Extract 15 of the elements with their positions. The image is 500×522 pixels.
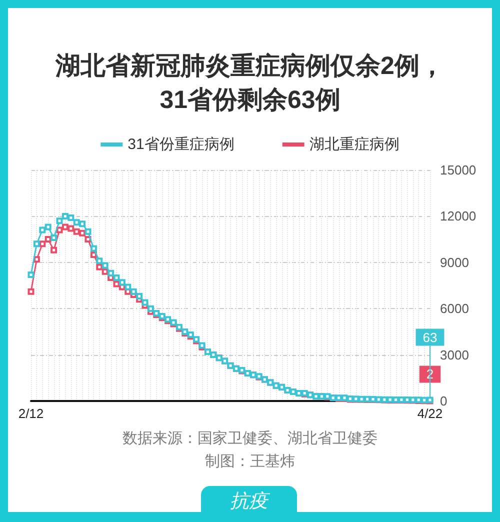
y-tick-label: 0: [440, 394, 448, 408]
legend-label: 湖北重症病例: [309, 136, 400, 153]
y-tick-label: 3000: [440, 347, 469, 362]
y-tick-label: 9000: [440, 254, 469, 270]
x-tick-label: 4/22: [417, 406, 443, 421]
text: 制图：王基炜: [204, 452, 296, 472]
y-tick-label: 12000: [440, 208, 476, 224]
x-tick-label: 2/12: [18, 406, 44, 421]
y-tick-label: 15000: [440, 162, 476, 178]
legend-label: 31省份重症病例: [128, 136, 234, 153]
source-note: 数据来源：国家卫健委、湖北省卫健委: [122, 429, 378, 449]
data-label: 63: [422, 330, 438, 345]
chart-title: 湖北省新冠肺炎重症病例仅余2例，31省份剩余63例: [54, 52, 444, 114]
text: 抗疫: [229, 490, 271, 514]
y-tick-label: 6000: [440, 301, 469, 316]
